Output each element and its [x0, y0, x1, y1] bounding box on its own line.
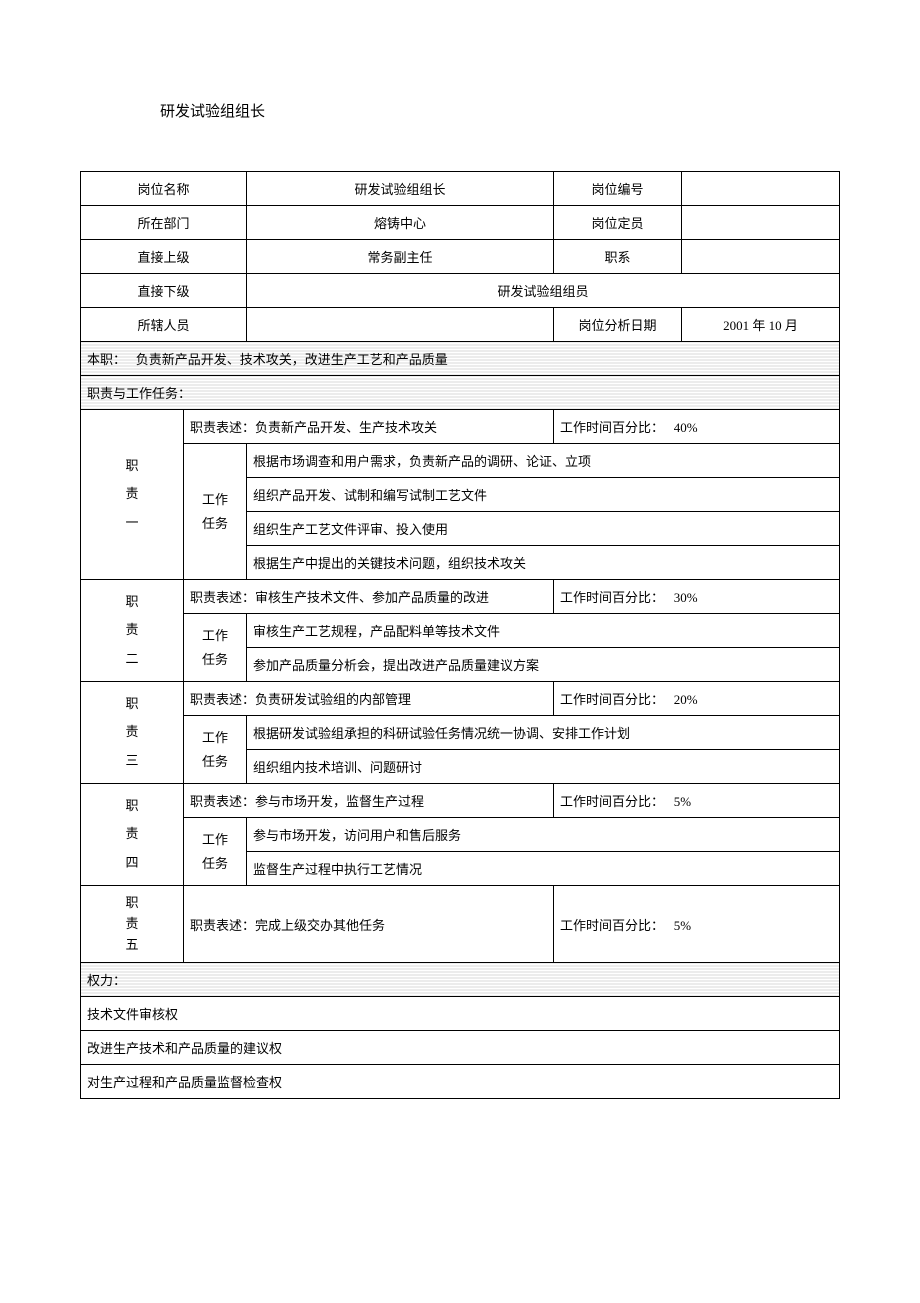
label-department: 所在部门 — [81, 206, 247, 240]
duty-3-label: 职责三 — [81, 682, 184, 784]
label-job-family: 职系 — [554, 240, 682, 274]
value-headcount — [682, 206, 840, 240]
duty-2-task-label: 工作任务 — [184, 614, 247, 682]
authority-item-0: 技术文件审核权 — [81, 997, 840, 1031]
duty-4-time: 工作时间百分比： 5% — [554, 784, 840, 818]
value-analysis-date: 2001 年 10 月 — [682, 308, 840, 342]
duty-2-desc: 职责表述：审核生产技术文件、参加产品质量的改进 — [184, 580, 554, 614]
duty-1-time: 工作时间百分比： 40% — [554, 410, 840, 444]
duty-1-task-0: 根据市场调查和用户需求，负责新产品的调研、论证、立项 — [247, 444, 840, 478]
duty-3-task-1: 组织组内技术培训、问题研讨 — [247, 750, 840, 784]
duties-header: 职责与工作任务： — [81, 376, 840, 410]
duty-3-task-label: 工作任务 — [184, 716, 247, 784]
duty-1-task-label: 工作任务 — [184, 444, 247, 580]
main-duty-row: 本职： 负责新产品开发、技术攻关，改进生产工艺和产品质量 — [81, 342, 840, 376]
duty-5-label: 职责五 — [81, 886, 184, 963]
authority-header: 权力： — [81, 963, 840, 997]
value-department: 熔铸中心 — [247, 206, 554, 240]
value-staff — [247, 308, 554, 342]
value-position-code — [682, 172, 840, 206]
duty-2-time: 工作时间百分比： 30% — [554, 580, 840, 614]
label-position-code: 岗位编号 — [554, 172, 682, 206]
label-supervisor: 直接上级 — [81, 240, 247, 274]
duty-4-task-1: 监督生产过程中执行工艺情况 — [247, 852, 840, 886]
duty-2-task-1: 参加产品质量分析会，提出改进产品质量建议方案 — [247, 648, 840, 682]
label-subordinate: 直接下级 — [81, 274, 247, 308]
label-headcount: 岗位定员 — [554, 206, 682, 240]
duty-4-task-0: 参与市场开发，访问用户和售后服务 — [247, 818, 840, 852]
duty-1-task-2: 组织生产工艺文件评审、投入使用 — [247, 512, 840, 546]
duty-4-desc: 职责表述：参与市场开发，监督生产过程 — [184, 784, 554, 818]
duty-3-desc: 职责表述：负责研发试验组的内部管理 — [184, 682, 554, 716]
duty-3-task-0: 根据研发试验组承担的科研试验任务情况统一协调、安排工作计划 — [247, 716, 840, 750]
authority-item-1: 改进生产技术和产品质量的建议权 — [81, 1031, 840, 1065]
duty-3-time: 工作时间百分比： 20% — [554, 682, 840, 716]
duty-1-label: 职责一 — [81, 410, 184, 580]
authority-item-2: 对生产过程和产品质量监督检查权 — [81, 1065, 840, 1099]
duty-1-task-3: 根据生产中提出的关键技术问题，组织技术攻关 — [247, 546, 840, 580]
value-job-family — [682, 240, 840, 274]
value-supervisor: 常务副主任 — [247, 240, 554, 274]
label-position-name: 岗位名称 — [81, 172, 247, 206]
label-analysis-date: 岗位分析日期 — [554, 308, 682, 342]
duty-1-desc: 职责表述：负责新产品开发、生产技术攻关 — [184, 410, 554, 444]
main-duty-text: 负责新产品开发、技术攻关，改进生产工艺和产品质量 — [136, 352, 448, 367]
value-position-name: 研发试验组组长 — [247, 172, 554, 206]
duty-4-task-label: 工作任务 — [184, 818, 247, 886]
duty-2-label: 职责二 — [81, 580, 184, 682]
duty-4-label: 职责四 — [81, 784, 184, 886]
duty-5-time: 工作时间百分比： 5% — [554, 886, 840, 963]
duty-2-task-0: 审核生产工艺规程，产品配料单等技术文件 — [247, 614, 840, 648]
duty-1-task-1: 组织产品开发、试制和编写试制工艺文件 — [247, 478, 840, 512]
main-duty-label: 本职： — [87, 352, 126, 367]
duty-5-desc: 职责表述：完成上级交办其他任务 — [184, 886, 554, 963]
label-staff: 所辖人员 — [81, 308, 247, 342]
value-subordinate: 研发试验组组员 — [247, 274, 840, 308]
page-title: 研发试验组组长 — [160, 100, 840, 121]
job-description-table: 岗位名称 研发试验组组长 岗位编号 所在部门 熔铸中心 岗位定员 直接上级 常务… — [80, 171, 840, 1099]
